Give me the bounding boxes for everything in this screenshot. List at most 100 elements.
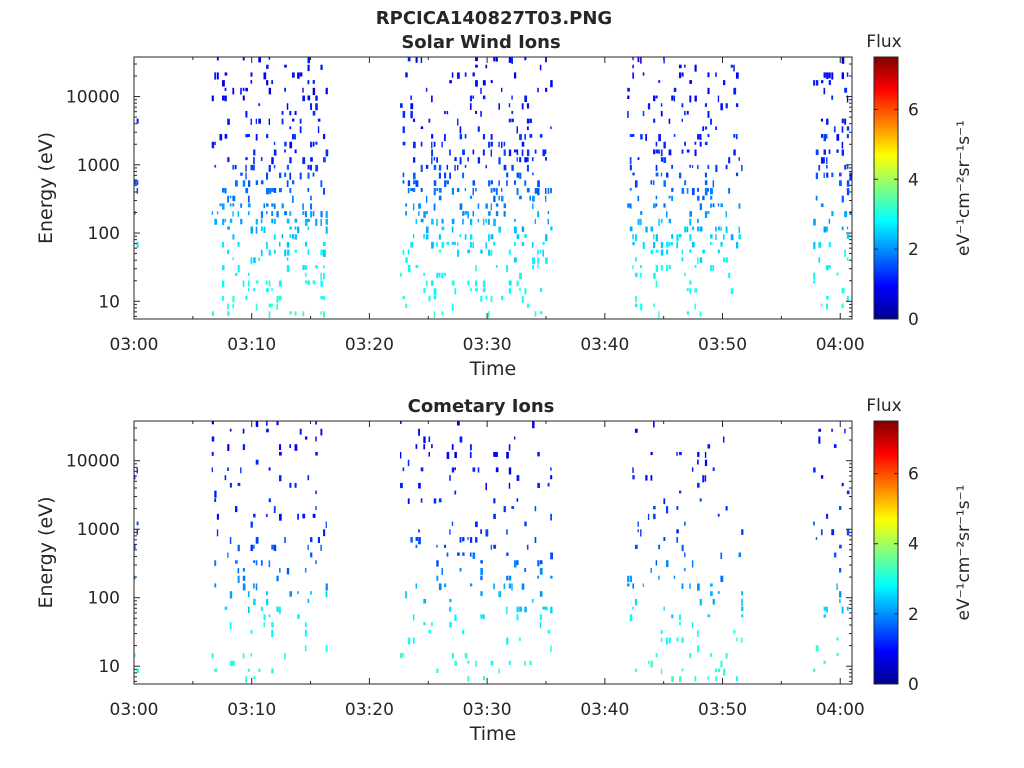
flux-cell <box>263 226 266 233</box>
flux-cell <box>545 195 547 202</box>
flux-cell <box>498 157 501 165</box>
flux-cell <box>312 110 316 116</box>
flux-cell <box>323 249 326 257</box>
flux-cell <box>454 490 457 495</box>
flux-cell <box>725 103 728 109</box>
flux-cell <box>697 645 700 653</box>
flux-cell <box>266 172 268 180</box>
flux-cell <box>699 311 702 317</box>
flux-cell <box>707 614 711 618</box>
flux-cell <box>271 218 274 224</box>
flux-cell <box>637 529 639 533</box>
flux-cell <box>472 467 476 472</box>
flux-cell <box>279 280 282 287</box>
flux-cell <box>658 80 661 83</box>
flux-cell <box>266 288 269 292</box>
flux-cell <box>668 637 671 644</box>
flux-cell <box>279 606 281 614</box>
flux-cell <box>725 653 728 659</box>
flux-cell <box>268 188 272 194</box>
flux-cell <box>529 134 533 138</box>
flux-cell <box>839 544 842 549</box>
flux-cell <box>462 629 465 635</box>
flux-cell <box>508 575 512 581</box>
flux-cell <box>415 57 418 63</box>
flux-cell <box>694 64 697 72</box>
flux-cell <box>232 295 235 303</box>
flux-cell <box>691 560 694 568</box>
flux-cell <box>697 629 699 638</box>
flux-cell <box>245 87 248 92</box>
flux-cell <box>456 249 460 257</box>
flux-cell <box>485 295 488 300</box>
flux-cell <box>436 544 438 548</box>
flux-cell <box>297 513 300 520</box>
flux-cell <box>488 249 491 256</box>
flux-cell <box>456 552 460 556</box>
flux-cell <box>823 87 826 95</box>
flux-cell <box>273 188 277 193</box>
flux-cell <box>286 103 289 110</box>
flux-cell <box>704 211 708 218</box>
flux-cell <box>503 164 507 171</box>
x-axis-label: Time <box>469 723 517 745</box>
flux-cell <box>723 668 726 676</box>
flux-cell <box>813 272 816 280</box>
flux-cell <box>725 257 728 263</box>
flux-cell <box>511 164 514 171</box>
flux-cell <box>467 249 470 254</box>
flux-cell <box>232 203 235 207</box>
flux-cell <box>454 241 457 245</box>
flux-cell <box>475 110 478 114</box>
flux-cell <box>650 660 653 668</box>
flux-cell <box>508 118 511 123</box>
flux-cell <box>315 95 318 101</box>
flux-cell <box>266 64 269 69</box>
flux-cell <box>428 295 431 302</box>
flux-cell <box>710 203 713 208</box>
flux-cell <box>299 118 302 124</box>
flux-cell <box>815 149 819 156</box>
y-axis-label: Energy (eV) <box>35 496 57 608</box>
flux-cell <box>710 265 713 271</box>
flux-cell <box>684 180 687 186</box>
flux-cell <box>459 537 462 543</box>
flux-cell <box>271 544 274 550</box>
flux-cell <box>441 272 444 279</box>
flux-cell <box>725 164 728 170</box>
flux-cell <box>526 118 530 124</box>
flux-cell <box>846 257 849 261</box>
flux-cell <box>632 72 634 79</box>
flux-cell <box>813 80 815 86</box>
flux-cell <box>498 195 500 201</box>
flux-cell <box>425 87 428 92</box>
flux-cell <box>689 653 692 659</box>
flux-cell <box>268 164 271 172</box>
flux-cell <box>717 249 720 254</box>
flux-cell <box>412 180 416 185</box>
flux-cell <box>717 95 720 103</box>
flux-cell <box>412 157 416 163</box>
flux-cell <box>699 134 702 141</box>
flux-cell <box>451 303 454 311</box>
flux-cell <box>717 668 721 673</box>
flux-cell <box>229 195 232 199</box>
flux-cell <box>250 521 253 528</box>
flux-cell <box>480 529 482 534</box>
flux-cell <box>691 226 695 230</box>
flux-cell <box>428 629 432 634</box>
flux-cell <box>666 172 669 178</box>
flux-cell <box>488 211 491 216</box>
flux-cell <box>307 164 310 170</box>
flux-cell <box>678 234 682 238</box>
flux-cell <box>284 87 286 92</box>
flux-cell <box>467 280 470 286</box>
flux-cell <box>462 211 465 216</box>
flux-cell <box>412 203 415 211</box>
flux-cell <box>826 157 828 164</box>
flux-cell <box>438 172 441 179</box>
flux-cell <box>211 95 214 102</box>
flux-cell <box>284 141 287 147</box>
flux-cell <box>627 203 630 208</box>
flux-cell <box>712 203 715 208</box>
